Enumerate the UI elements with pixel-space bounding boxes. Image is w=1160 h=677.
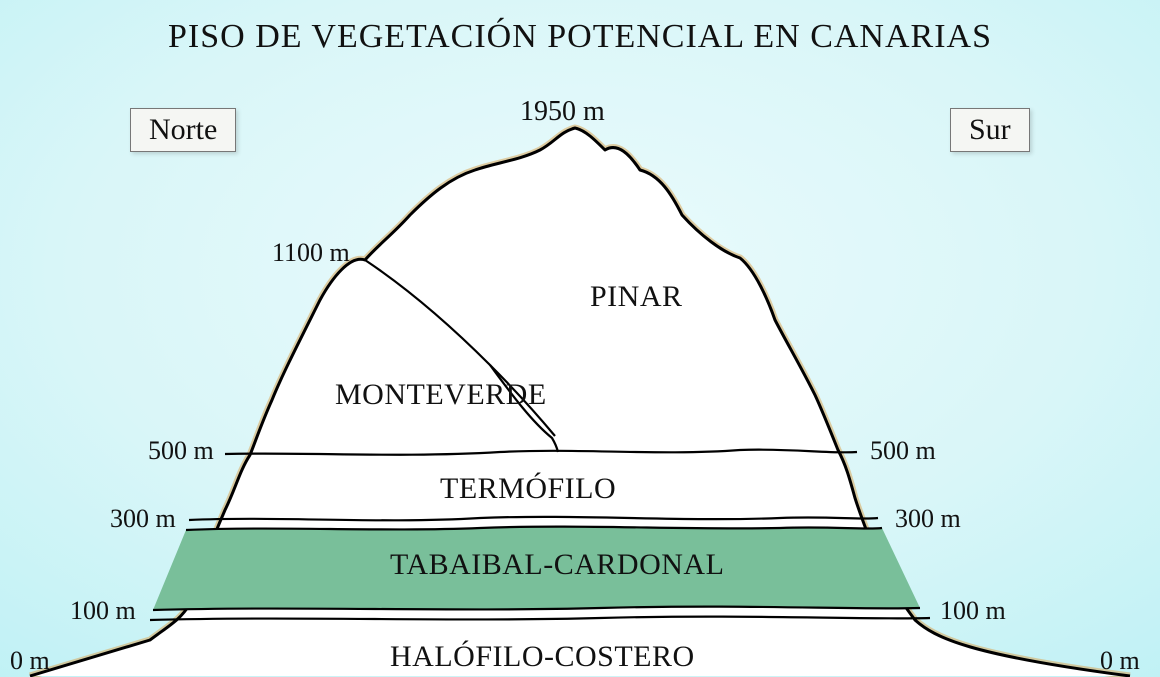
zone-label-monteverde: MONTEVERDE xyxy=(335,378,547,412)
zone-label-tabaibal: TABAIBAL-CARDONAL xyxy=(390,548,724,582)
direction-north-label: Norte xyxy=(130,108,236,152)
elevation-left-0: 0 m xyxy=(10,646,50,676)
elevation-right-500: 500 m xyxy=(870,436,936,466)
elevation-left-300: 300 m xyxy=(110,504,176,534)
elevation-right-100: 100 m xyxy=(940,596,1006,626)
elevation-left-500: 500 m xyxy=(148,436,214,466)
zone-label-pinar: PINAR xyxy=(590,280,683,314)
elevation-left-100: 100 m xyxy=(70,596,136,626)
elevation-left-1100: 1100 m xyxy=(272,238,350,268)
zone-label-termofilo: TERMÓFILO xyxy=(440,472,616,506)
zone-label-halofilo: HALÓFILO-COSTERO xyxy=(390,640,695,674)
elevation-right-300: 300 m xyxy=(895,504,961,534)
elevation-right-0: 0 m xyxy=(1100,646,1140,676)
peak-elevation-label: 1950 m xyxy=(520,96,605,128)
direction-south-label: Sur xyxy=(950,108,1030,152)
diagram-title: PISO DE VEGETACIÓN POTENCIAL EN CANARIAS xyxy=(0,18,1160,56)
diagram-stage: PISO DE VEGETACIÓN POTENCIAL EN CANARIAS… xyxy=(0,0,1160,677)
